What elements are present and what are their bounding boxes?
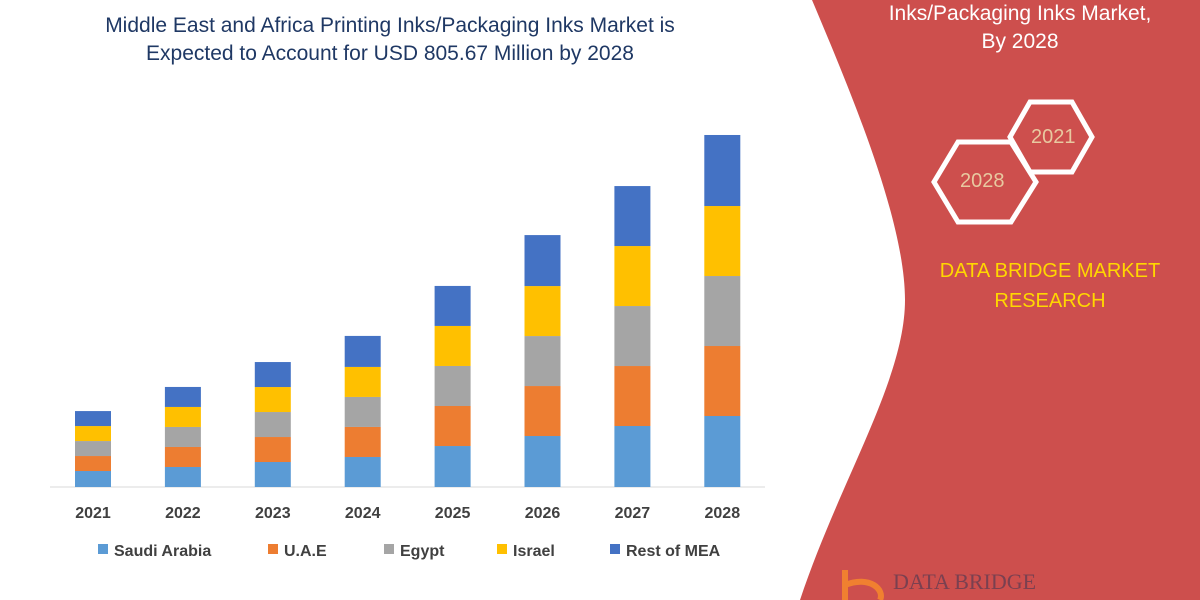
- bar-segment-rest-of-mea-2023: [254, 362, 291, 388]
- bar-segment-egypt-2022: [164, 426, 201, 447]
- legend-label: Saudi Arabia: [114, 543, 211, 560]
- legend-swatch: [384, 544, 394, 554]
- bar-segment-saudi-arabia-2024: [344, 456, 381, 487]
- bar-segment-u-a-e-2021: [75, 456, 111, 472]
- panel-title: Inks/Packaging Inks Market, By 2028: [820, 0, 1200, 56]
- x-tick-label: 2023: [255, 505, 291, 522]
- bar-segment-israel-2028: [704, 206, 741, 277]
- bar-segment-egypt-2028: [704, 276, 741, 347]
- x-tick-label: 2026: [525, 505, 561, 522]
- bar-segment-egypt-2024: [344, 396, 381, 427]
- bar-segment-saudi-arabia-2028: [704, 416, 741, 487]
- bar-segment-egypt-2026: [524, 336, 561, 387]
- bar-segment-saudi-arabia-2025: [434, 446, 471, 487]
- bar-segment-egypt-2025: [434, 365, 471, 406]
- bar-segment-u-a-e-2025: [434, 405, 471, 447]
- x-tick-label: 2024: [345, 505, 381, 522]
- bar-segment-rest-of-mea-2024: [344, 335, 381, 367]
- x-tick-label: 2022: [165, 505, 201, 522]
- stacked-bar-chart: 2021 2022 2023 2024 2025 2026 2027 2028 Saudi Ar…: [50, 134, 765, 560]
- legend-swatch: [497, 544, 507, 554]
- bar-segment-israel-2026: [524, 286, 561, 337]
- x-tick-label: 2028: [705, 505, 741, 522]
- legend-label: Egypt: [400, 543, 445, 560]
- x-tick-label: 2025: [435, 505, 471, 522]
- panel-title-line: By 2028: [981, 30, 1059, 53]
- legend-swatch: [610, 544, 620, 554]
- bar-segment-saudi-arabia-2026: [524, 436, 561, 487]
- bar-segment-rest-of-mea-2028: [704, 134, 741, 207]
- title-line: Middle East and Africa Printing Inks/Pac…: [105, 14, 675, 37]
- hex-2028-label: 2028: [960, 170, 1005, 192]
- bar-segment-rest-of-mea-2022: [164, 386, 201, 407]
- bar-segment-rest-of-mea-2021: [75, 411, 111, 427]
- legend-swatch: [98, 544, 108, 554]
- bar-segment-u-a-e-2028: [704, 346, 741, 417]
- bar-segment-u-a-e-2026: [524, 386, 561, 437]
- bar-segment-israel-2022: [164, 406, 201, 427]
- bar-segment-u-a-e-2024: [344, 426, 381, 457]
- legend-swatch: [268, 544, 278, 554]
- x-tick-label: 2021: [75, 505, 111, 522]
- bar-segment-israel-2024: [344, 366, 381, 397]
- logo: DATA BRIDGE: [893, 569, 1037, 594]
- bar-segment-u-a-e-2023: [254, 437, 291, 463]
- bar-segment-israel-2025: [434, 325, 471, 366]
- hex-2021-label: 2021: [1031, 126, 1076, 148]
- brand-text: DATA BRIDGE MARKET RESEARCH: [900, 256, 1200, 316]
- bar-segment-saudi-arabia-2021: [75, 471, 111, 487]
- bar-segment-u-a-e-2027: [614, 366, 651, 427]
- bar-segment-rest-of-mea-2026: [524, 235, 561, 287]
- panel-title-line: Inks/Packaging Inks Market,: [888, 2, 1152, 25]
- brand-line: DATA BRIDGE MARKET: [939, 260, 1161, 282]
- bar-segment-rest-of-mea-2025: [434, 285, 471, 326]
- bar-segment-israel-2023: [254, 387, 291, 413]
- bar-segment-rest-of-mea-2027: [614, 186, 651, 247]
- bar-segment-egypt-2027: [614, 306, 651, 367]
- title-line: Expected to Account for USD 805.67 Milli…: [146, 42, 634, 65]
- bar-segment-egypt-2023: [254, 412, 291, 438]
- bar-segment-saudi-arabia-2023: [254, 462, 291, 487]
- bar-segment-israel-2021: [75, 426, 111, 442]
- bar-segment-egypt-2021: [75, 441, 111, 457]
- bar-segment-saudi-arabia-2022: [164, 466, 201, 487]
- bar-segment-saudi-arabia-2027: [614, 426, 651, 487]
- chart-title: Middle East and Africa Printing Inks/Pac…: [40, 12, 740, 68]
- legend-label: Israel: [513, 543, 555, 560]
- bar-segment-israel-2027: [614, 246, 651, 307]
- bar-segment-u-a-e-2022: [164, 446, 201, 467]
- legend-label: Rest of MEA: [626, 543, 721, 560]
- legend-label: U.A.E: [284, 543, 327, 560]
- x-tick-label: 2027: [615, 505, 651, 522]
- brand-line: RESEARCH: [994, 290, 1106, 312]
